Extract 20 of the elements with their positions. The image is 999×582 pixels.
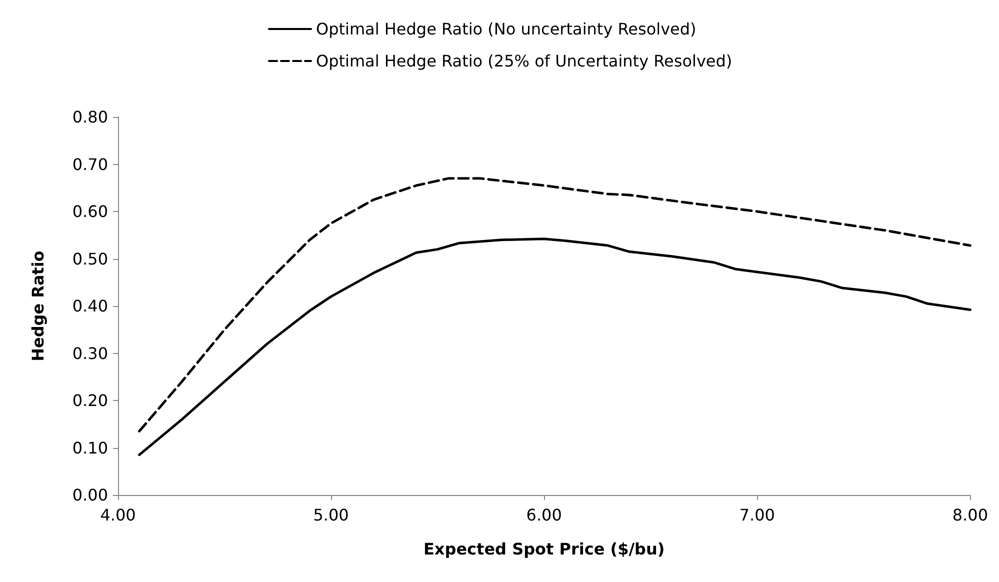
- y-tick-label: 0.60: [72, 202, 108, 221]
- y-tick-label: 0.80: [72, 108, 108, 126]
- legend-label: Optimal Hedge Ratio (No uncertainty Resolved): [316, 20, 696, 38]
- y-axis-title: Hedge Ratio: [28, 250, 48, 362]
- x-tick-label: 5.00: [313, 506, 349, 524]
- x-tick-label: 6.00: [526, 506, 562, 524]
- x-tick-label: 4.00: [100, 506, 136, 524]
- y-tick-label: 0.40: [72, 296, 108, 316]
- y-tick-label: 0.50: [72, 249, 108, 268]
- y-tick-label: 0.20: [72, 391, 108, 410]
- x-tick-label: 7.00: [739, 506, 775, 524]
- legend-label: Optimal Hedge Ratio (25% of Uncertainty Resolved): [316, 52, 732, 70]
- line-series: [138, 177, 972, 432]
- y-tick-label: 0.30: [72, 344, 108, 363]
- line-series: [138, 238, 972, 456]
- y-tick-label: 0.00: [72, 486, 108, 504]
- y-tick-label: 0.10: [72, 438, 108, 458]
- y-tick-label: 0.70: [72, 154, 108, 174]
- x-axis-title: Expected Spot Price ($/bu): [423, 540, 665, 558]
- x-tick-label: 8.00: [952, 506, 988, 524]
